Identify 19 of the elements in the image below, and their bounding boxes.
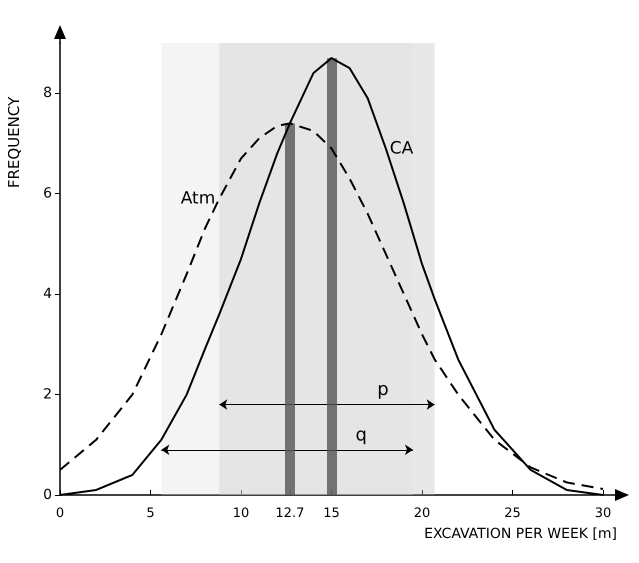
- y-axis-title: FREQUENCY: [5, 96, 23, 188]
- series-label: CA: [390, 138, 414, 158]
- y-tick-label: 6: [43, 186, 52, 202]
- x-tick-label: 15: [323, 506, 340, 521]
- y-tick-label: 0: [43, 487, 52, 503]
- y-tick-label: 2: [43, 386, 52, 403]
- x-tick-label: 5: [146, 506, 155, 521]
- y-tick-label: 8: [43, 85, 52, 102]
- x-tick-label: 30: [594, 506, 612, 521]
- x-tick-label: 0: [56, 506, 64, 521]
- x-tick-label: 10: [232, 506, 250, 521]
- series-label: Atm: [180, 188, 216, 209]
- x-axis-title: EXCAVATION PER WEEK [m]: [424, 526, 617, 542]
- band-label: q: [356, 424, 367, 446]
- x-tick-label: 12.7: [275, 506, 304, 521]
- x-tick-label: 20: [414, 506, 430, 521]
- x-tick-label: 25: [504, 506, 521, 521]
- y-tick-label: 4: [43, 286, 52, 302]
- band-label: p: [377, 379, 389, 400]
